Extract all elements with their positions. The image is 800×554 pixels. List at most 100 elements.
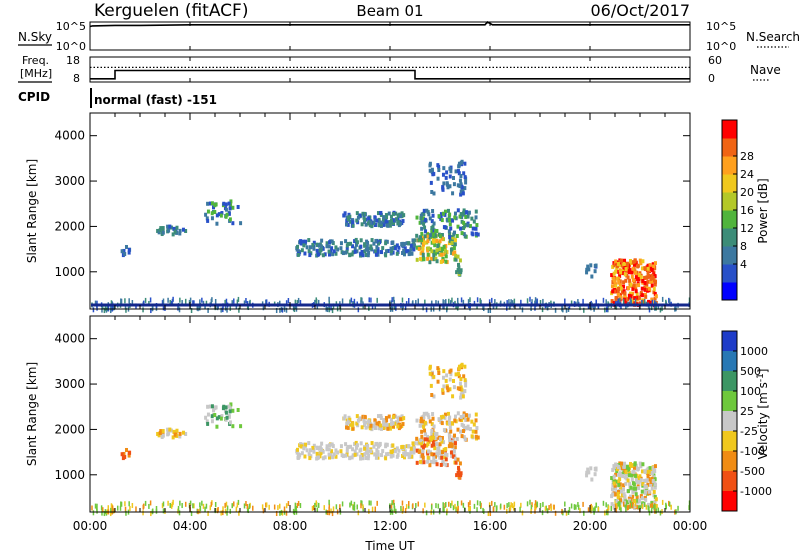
velocity-cell bbox=[452, 449, 456, 454]
power-cell bbox=[422, 211, 426, 216]
velocity-cell bbox=[494, 502, 496, 508]
velocity-cell bbox=[594, 506, 596, 512]
velocity-cell bbox=[460, 387, 464, 392]
power-cell bbox=[225, 212, 229, 217]
power-cell bbox=[425, 307, 428, 313]
power-cell bbox=[265, 299, 268, 305]
power-cell bbox=[262, 305, 265, 311]
power-cell bbox=[124, 298, 126, 304]
velocity-cell bbox=[668, 501, 671, 507]
power-cell bbox=[418, 220, 422, 225]
velocity-cell bbox=[460, 422, 464, 427]
power-cell bbox=[224, 305, 227, 311]
power-cell bbox=[436, 176, 440, 181]
power-cell bbox=[595, 299, 597, 305]
power-cell bbox=[436, 250, 440, 255]
velocity-cell bbox=[432, 453, 436, 458]
velocity-cell bbox=[513, 501, 516, 507]
power-cell bbox=[432, 228, 436, 233]
power-cell bbox=[148, 300, 150, 306]
power-cell bbox=[636, 263, 640, 268]
velocity-cell bbox=[630, 502, 633, 508]
power-cell bbox=[617, 276, 621, 281]
velocity-cell bbox=[243, 503, 246, 509]
velocity-cell bbox=[499, 503, 502, 509]
power-cell bbox=[360, 222, 364, 227]
velocity-cell bbox=[622, 464, 626, 469]
velocity-cell bbox=[564, 501, 566, 507]
power-cell bbox=[653, 261, 657, 266]
power-cell bbox=[643, 275, 647, 280]
velocity-cell bbox=[458, 387, 462, 392]
velocity-cell bbox=[439, 462, 443, 467]
power-cell bbox=[618, 268, 622, 273]
power-cell bbox=[530, 305, 532, 311]
power-cell bbox=[181, 227, 185, 232]
power-cell bbox=[214, 202, 218, 207]
velocity-cell bbox=[346, 425, 350, 430]
velocity-cell bbox=[639, 494, 643, 499]
power-cell bbox=[355, 240, 359, 245]
velocity-cell bbox=[622, 483, 626, 488]
velocity-cell bbox=[177, 508, 179, 514]
velocity-cell bbox=[440, 439, 444, 444]
velocity-cell bbox=[353, 449, 357, 454]
power-cell bbox=[432, 250, 436, 255]
power-cell bbox=[92, 307, 95, 313]
velocity-cell bbox=[363, 423, 367, 428]
velocity-cell bbox=[613, 483, 617, 488]
power-cell bbox=[564, 298, 566, 304]
velocity-cell bbox=[339, 504, 341, 510]
power-cell bbox=[379, 220, 383, 225]
velocity-panel bbox=[89, 315, 691, 513]
power-cell bbox=[192, 300, 194, 306]
power-cell bbox=[644, 294, 648, 299]
power-cell bbox=[442, 225, 446, 230]
power-cell bbox=[299, 300, 302, 306]
velocity-cell bbox=[206, 421, 210, 426]
velocity-cell bbox=[161, 429, 165, 434]
velocity-cell bbox=[355, 421, 359, 426]
power-cell bbox=[438, 252, 442, 257]
power-cell bbox=[466, 223, 470, 228]
velocity-cell bbox=[473, 503, 476, 509]
power-cell bbox=[453, 242, 457, 247]
velocity-cell bbox=[643, 502, 646, 508]
velocity-cell bbox=[408, 503, 410, 509]
velocity-cell bbox=[442, 447, 446, 452]
velocity-cell bbox=[388, 426, 392, 431]
velocity-cell bbox=[325, 447, 329, 452]
velocity-cell bbox=[275, 511, 278, 517]
velocity-cell bbox=[468, 506, 470, 512]
power-cell bbox=[613, 280, 617, 285]
velocity-cell bbox=[224, 417, 228, 422]
velocity-cell bbox=[460, 362, 464, 367]
velocity-cell bbox=[379, 453, 383, 458]
power-cell bbox=[468, 224, 472, 229]
velocity-cell bbox=[339, 449, 343, 454]
velocity-cell bbox=[385, 452, 389, 457]
velocity-cell bbox=[224, 405, 228, 410]
velocity-cell bbox=[248, 503, 251, 509]
power-cell bbox=[462, 171, 466, 176]
velocity-cell bbox=[372, 423, 376, 428]
velocity-cell bbox=[161, 433, 165, 438]
velocity-cell bbox=[342, 416, 346, 421]
power-cell bbox=[376, 252, 380, 257]
power-cell bbox=[632, 262, 636, 267]
velocity-cell bbox=[443, 415, 447, 420]
power-cell bbox=[446, 305, 448, 311]
power-cell bbox=[436, 163, 440, 168]
power-cell bbox=[328, 296, 330, 302]
power-cell bbox=[534, 300, 536, 306]
velocity-cell bbox=[390, 503, 393, 509]
power-cell bbox=[317, 243, 321, 248]
velocity-cell bbox=[653, 485, 657, 490]
power-cell bbox=[618, 274, 622, 279]
velocity-cell bbox=[402, 506, 404, 512]
power-cell bbox=[631, 286, 635, 291]
velocity-cell bbox=[344, 453, 348, 458]
velocity-cell bbox=[410, 454, 414, 459]
power-cell bbox=[314, 299, 316, 305]
power-cell bbox=[631, 291, 635, 296]
